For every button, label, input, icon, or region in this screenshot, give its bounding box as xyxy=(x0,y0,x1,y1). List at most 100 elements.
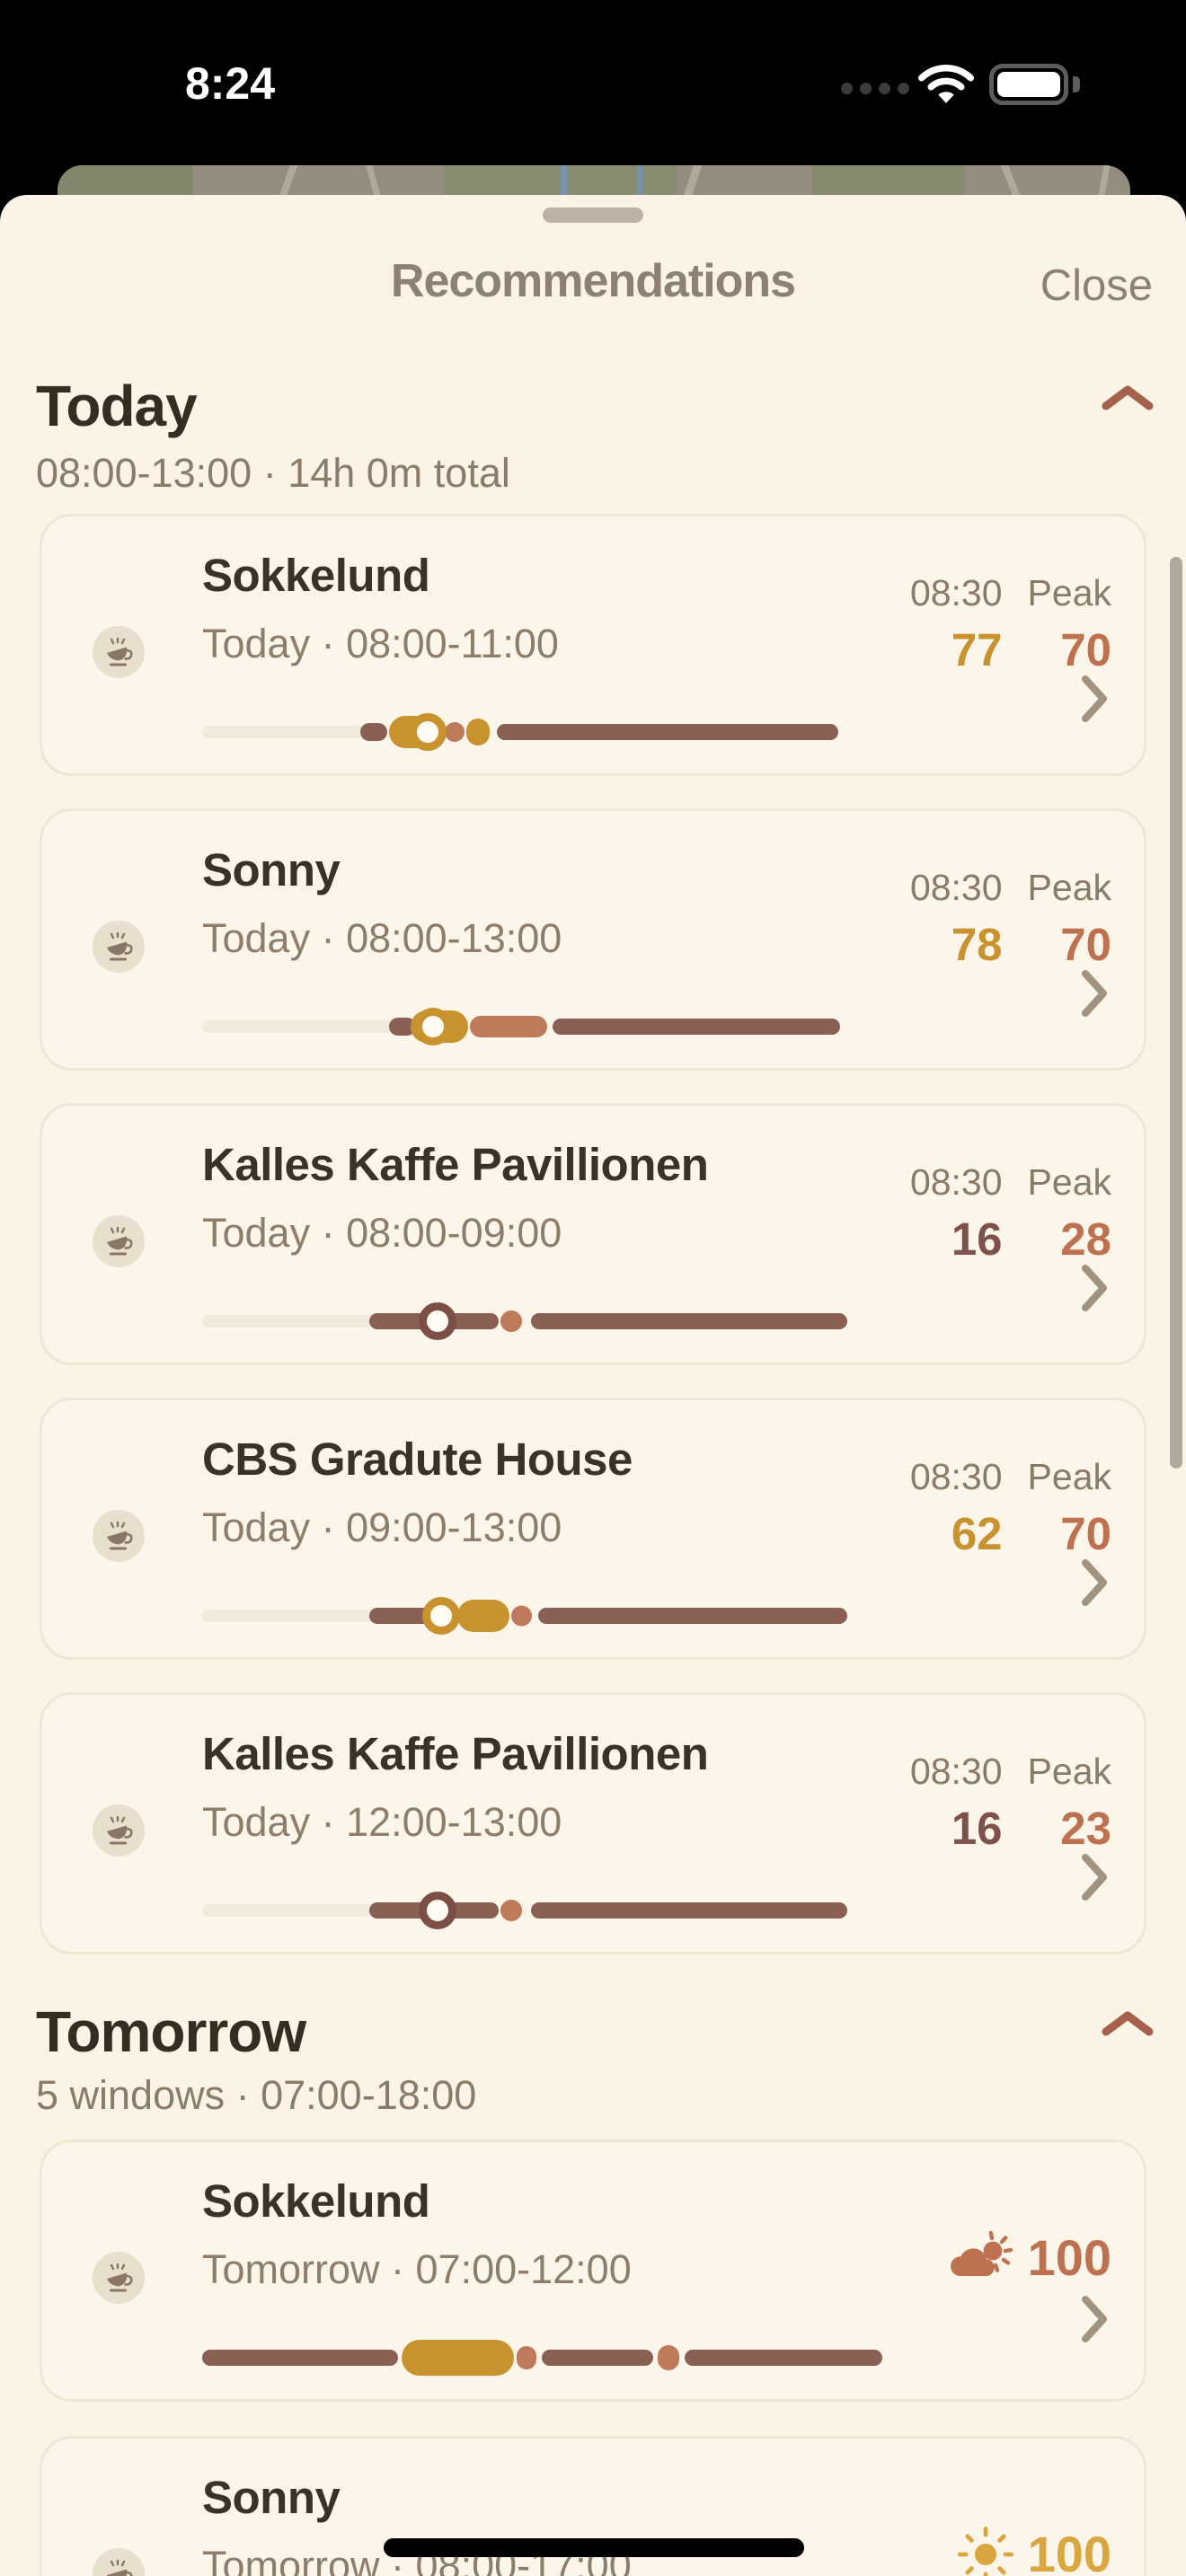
venue-card[interactable]: Kalles Kaffe Pavillionen Today · 12:00-1… xyxy=(40,1692,1146,1954)
stat-value: 70 xyxy=(1060,919,1111,970)
stat-label: Peak xyxy=(1027,1456,1111,1497)
venue-card[interactable]: Sokkelund Today · 08:00-11:00 08:30 77 Pea… xyxy=(40,514,1146,776)
weather-score: 100 xyxy=(945,2228,1111,2287)
section-title-tomorrow: Tomorrow xyxy=(36,1999,306,2064)
timeline-segment xyxy=(517,2346,536,2369)
coffee-cup-icon xyxy=(107,1521,133,1550)
venue-window: Today · 09:00-13:00 xyxy=(202,1504,562,1550)
current-time-marker xyxy=(414,1008,452,1045)
disclosure-chevron[interactable] xyxy=(1081,1853,1108,1906)
venue-name: Sonny xyxy=(202,844,341,895)
timeline-segment xyxy=(538,1608,847,1624)
avatar xyxy=(93,1510,145,1562)
battery-icon xyxy=(989,64,1068,105)
stat-label: Peak xyxy=(1027,1161,1111,1203)
stat-label: Peak xyxy=(1027,572,1111,613)
crowd-timeline xyxy=(202,707,844,757)
disclosure-chevron[interactable] xyxy=(1081,1264,1108,1317)
stat-column: Peak 70 xyxy=(1028,867,1111,971)
venue-name: Kalles Kaffe Pavillionen xyxy=(202,1139,709,1190)
venue-name: Kalles Kaffe Pavillionen xyxy=(202,1728,709,1779)
timeline-segment xyxy=(500,1310,522,1332)
avatar xyxy=(93,1215,145,1267)
weather-value: 100 xyxy=(1027,2526,1111,2576)
chevron-right-icon xyxy=(1082,2296,1107,2342)
stat-columns: 08:30 78 Peak 70 xyxy=(910,867,1111,971)
section-subtitle-tomorrow: 5 windows · 07:00-18:00 xyxy=(36,2072,477,2118)
scroll-indicator[interactable] xyxy=(1170,557,1182,1469)
disclosure-chevron[interactable] xyxy=(1081,675,1108,728)
avatar xyxy=(93,921,145,973)
venue-card[interactable]: CBS Gradute House Today · 09:00-13:00 08… xyxy=(40,1398,1146,1660)
timeline-segment xyxy=(202,726,373,738)
timeline-segment xyxy=(466,719,490,745)
stat-column: 08:30 78 xyxy=(910,867,1003,971)
stat-label: 08:30 xyxy=(909,1456,1003,1497)
timeline-segment xyxy=(202,1904,402,1917)
current-time-marker xyxy=(422,1597,460,1635)
venue-window: Today · 12:00-13:00 xyxy=(202,1799,562,1845)
home-indicator[interactable] xyxy=(384,2538,804,2557)
coffee-cup-icon xyxy=(107,1226,133,1256)
section-title-today: Today xyxy=(36,374,198,438)
chevron-right-icon xyxy=(1082,1559,1107,1606)
stat-columns: 08:30 16 Peak 28 xyxy=(910,1161,1111,1266)
venue-window: Tomorrow · 07:00-12:00 xyxy=(202,2246,632,2292)
coffee-cup-icon xyxy=(107,2263,133,2292)
timeline-segment xyxy=(360,723,387,741)
timeline-segment xyxy=(542,2350,653,2366)
cellular-dots-icon xyxy=(841,83,909,94)
collapse-tomorrow-button[interactable] xyxy=(1102,2011,1154,2041)
stat-column: 08:30 62 xyxy=(910,1456,1003,1560)
stat-label: 08:30 xyxy=(909,1161,1003,1203)
crowd-timeline xyxy=(202,1296,847,1346)
stat-label: 08:30 xyxy=(909,572,1003,613)
stat-column: Peak 70 xyxy=(1028,1456,1111,1560)
timeline-segment xyxy=(202,1020,405,1033)
collapse-today-button[interactable] xyxy=(1102,385,1154,415)
venue-window: Today · 08:00-13:00 xyxy=(202,915,562,961)
stat-value: 23 xyxy=(1060,1803,1111,1854)
stat-columns: 08:30 16 Peak 23 xyxy=(910,1751,1111,1855)
section-subtitle-today: 08:00-13:00 · 14h 0m total xyxy=(36,450,510,496)
timeline-segment xyxy=(389,1018,416,1036)
timeline-segment xyxy=(658,2345,679,2370)
venue-card[interactable]: Sonny Tomorrow · 08:00-17:00 100 xyxy=(40,2436,1146,2576)
stat-label: 08:30 xyxy=(909,1751,1003,1792)
recommendations-sheet: Recommendations Close Today 08:00-13:00 … xyxy=(0,195,1186,2576)
venue-card[interactable]: Sonny Today · 08:00-13:00 08:30 78 Peak 70 xyxy=(40,808,1146,1071)
chevron-right-icon xyxy=(1082,1854,1107,1901)
stat-column: Peak 70 xyxy=(1028,572,1111,676)
venue-window: Today · 08:00-11:00 xyxy=(202,621,559,666)
chevron-right-icon xyxy=(1082,1265,1107,1311)
current-time-marker xyxy=(419,1892,456,1929)
battery-nub xyxy=(1073,76,1080,93)
timeline-segment xyxy=(445,722,465,742)
disclosure-chevron[interactable] xyxy=(1081,2295,1108,2348)
stat-label: Peak xyxy=(1027,1751,1111,1792)
crowd-timeline xyxy=(202,1885,847,1936)
timeline-segment xyxy=(470,1016,547,1037)
chevron-up-icon xyxy=(1102,2011,1154,2036)
disclosure-chevron[interactable] xyxy=(1081,1558,1108,1611)
venue-card[interactable]: Sokkelund Tomorrow · 07:00-12:00 100 xyxy=(40,2139,1146,2402)
stat-value: 70 xyxy=(1060,624,1111,675)
current-time-marker xyxy=(409,713,447,751)
crowd-timeline xyxy=(202,1591,847,1641)
close-button[interactable]: Close xyxy=(1040,261,1153,310)
sun-icon xyxy=(957,2526,1013,2576)
timeline-segment xyxy=(202,2350,398,2366)
stat-value: 16 xyxy=(951,1213,1003,1265)
weather-score: 100 xyxy=(957,2525,1111,2576)
current-time-marker xyxy=(419,1302,456,1340)
timeline-segment xyxy=(685,2350,882,2366)
venue-name: Sonny xyxy=(202,2472,341,2523)
timeline-segment xyxy=(497,724,838,740)
stat-value: 16 xyxy=(951,1803,1003,1854)
venue-card[interactable]: Kalles Kaffe Pavillionen Today · 08:00-0… xyxy=(40,1103,1146,1365)
sheet-grabber[interactable] xyxy=(543,207,643,223)
disclosure-chevron[interactable] xyxy=(1081,969,1108,1022)
stat-label: Peak xyxy=(1027,867,1111,908)
stat-value: 28 xyxy=(1060,1213,1111,1265)
